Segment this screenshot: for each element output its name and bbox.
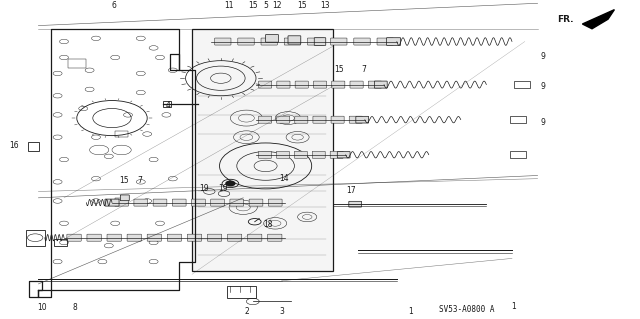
Text: 11: 11 (225, 1, 234, 10)
Text: 15: 15 (297, 1, 307, 10)
FancyBboxPatch shape (314, 81, 326, 88)
FancyBboxPatch shape (249, 199, 263, 206)
Text: 8: 8 (72, 303, 77, 312)
FancyBboxPatch shape (349, 116, 362, 123)
FancyBboxPatch shape (259, 151, 271, 158)
Text: 1: 1 (408, 307, 413, 315)
FancyBboxPatch shape (147, 234, 161, 241)
FancyBboxPatch shape (377, 38, 394, 45)
Bar (28, 142, 39, 151)
Bar (192, 29, 333, 271)
FancyBboxPatch shape (268, 199, 282, 206)
FancyBboxPatch shape (67, 234, 81, 241)
FancyBboxPatch shape (387, 38, 401, 45)
FancyBboxPatch shape (188, 234, 202, 241)
Text: 15: 15 (118, 176, 129, 185)
FancyBboxPatch shape (127, 234, 141, 241)
FancyBboxPatch shape (153, 199, 167, 206)
FancyBboxPatch shape (227, 234, 242, 241)
FancyBboxPatch shape (276, 151, 289, 158)
Polygon shape (582, 10, 614, 29)
Text: SV53-A0800 A: SV53-A0800 A (440, 305, 495, 314)
Text: 9: 9 (540, 118, 545, 127)
Bar (68, 59, 86, 68)
Text: 9: 9 (540, 82, 545, 91)
FancyBboxPatch shape (284, 38, 301, 45)
Bar (514, 81, 530, 88)
Text: 16: 16 (9, 141, 19, 150)
Text: 3: 3 (279, 307, 284, 315)
FancyBboxPatch shape (354, 38, 370, 45)
FancyBboxPatch shape (330, 151, 343, 158)
Bar (54, 239, 67, 246)
FancyBboxPatch shape (276, 116, 290, 123)
Bar (26, 230, 45, 246)
FancyBboxPatch shape (307, 38, 324, 45)
Text: 10: 10 (36, 303, 47, 312)
FancyBboxPatch shape (238, 38, 254, 45)
Text: 4: 4 (166, 101, 171, 110)
FancyBboxPatch shape (214, 38, 231, 45)
FancyBboxPatch shape (248, 234, 262, 241)
FancyBboxPatch shape (337, 152, 350, 158)
FancyBboxPatch shape (368, 81, 381, 88)
Text: 17: 17 (346, 186, 356, 195)
FancyBboxPatch shape (332, 81, 345, 88)
Text: 19: 19 (218, 184, 228, 193)
Text: FR.: FR. (557, 15, 574, 24)
FancyBboxPatch shape (120, 195, 129, 201)
FancyBboxPatch shape (87, 234, 101, 241)
Text: 5: 5 (263, 1, 268, 10)
Text: 15: 15 (334, 65, 344, 74)
FancyBboxPatch shape (134, 199, 148, 206)
FancyBboxPatch shape (107, 234, 122, 241)
Circle shape (226, 181, 235, 186)
FancyBboxPatch shape (331, 116, 344, 123)
FancyBboxPatch shape (374, 81, 387, 88)
FancyBboxPatch shape (294, 151, 307, 158)
FancyBboxPatch shape (312, 151, 325, 158)
FancyBboxPatch shape (313, 116, 326, 123)
FancyBboxPatch shape (230, 199, 244, 206)
FancyBboxPatch shape (350, 81, 363, 88)
FancyBboxPatch shape (211, 199, 225, 206)
Text: 18: 18 (263, 220, 272, 229)
FancyBboxPatch shape (295, 81, 308, 88)
FancyBboxPatch shape (259, 116, 271, 123)
FancyBboxPatch shape (172, 199, 186, 206)
Text: 14: 14 (279, 174, 289, 182)
Bar (163, 100, 171, 107)
FancyBboxPatch shape (261, 38, 277, 45)
FancyBboxPatch shape (266, 34, 278, 42)
FancyBboxPatch shape (295, 116, 308, 123)
Text: 7: 7 (361, 65, 366, 74)
Text: 1: 1 (511, 302, 516, 311)
Text: 2: 2 (244, 307, 249, 315)
FancyBboxPatch shape (105, 199, 119, 206)
FancyBboxPatch shape (349, 201, 362, 207)
FancyBboxPatch shape (288, 36, 301, 44)
FancyBboxPatch shape (259, 81, 272, 88)
Bar (227, 286, 256, 298)
Bar (511, 116, 527, 123)
FancyBboxPatch shape (331, 38, 347, 45)
FancyBboxPatch shape (207, 234, 221, 241)
Bar (115, 131, 128, 137)
Text: 15: 15 (248, 1, 258, 10)
Text: 13: 13 (320, 1, 330, 10)
Text: 19: 19 (198, 184, 209, 193)
FancyBboxPatch shape (167, 234, 182, 241)
Bar (511, 151, 527, 158)
Text: 9: 9 (540, 52, 545, 61)
FancyBboxPatch shape (191, 199, 205, 206)
Bar (115, 198, 128, 204)
FancyBboxPatch shape (277, 81, 290, 88)
Text: 6: 6 (111, 1, 116, 10)
FancyBboxPatch shape (115, 199, 129, 206)
FancyBboxPatch shape (314, 38, 326, 45)
Text: 7: 7 (137, 176, 142, 185)
FancyBboxPatch shape (356, 116, 369, 123)
Text: 12: 12 (273, 1, 282, 10)
FancyBboxPatch shape (268, 234, 282, 241)
